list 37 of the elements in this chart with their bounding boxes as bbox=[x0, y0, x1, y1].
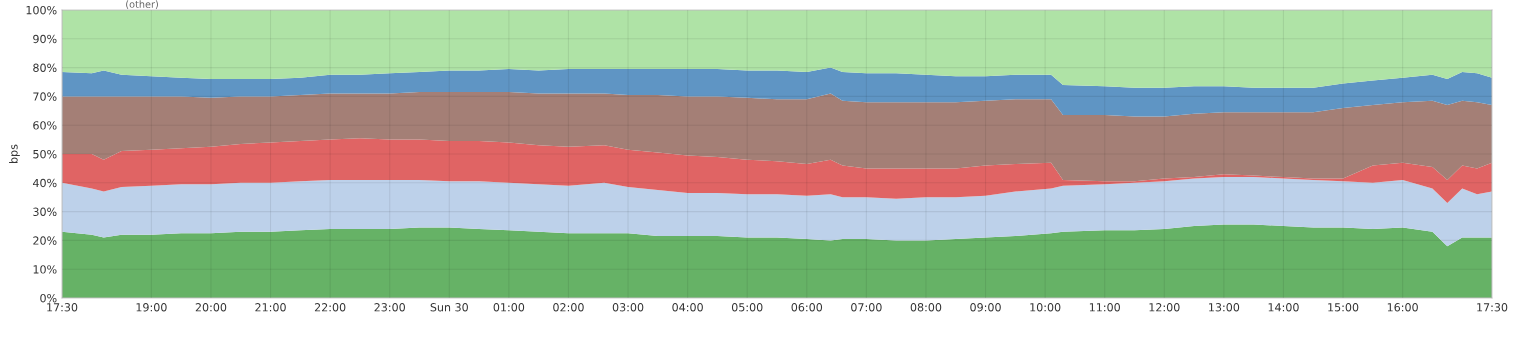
x-tick-label: 22:00 bbox=[314, 303, 346, 312]
y-tick-label: 80% bbox=[33, 63, 57, 72]
x-tick-label: 04:00 bbox=[672, 303, 703, 312]
x-tick-label: 15:00 bbox=[1328, 303, 1359, 312]
x-tick-label: 17:30 bbox=[47, 303, 78, 312]
y-tick-label: 70% bbox=[33, 92, 57, 101]
y-tick-label: 20% bbox=[33, 236, 57, 245]
text: (other) bbox=[126, 0, 158, 10]
x-tick-label: 12:00 bbox=[1149, 303, 1180, 312]
x-tick-label: 11:00 bbox=[1089, 303, 1120, 312]
x-tick-label: 03:00 bbox=[612, 303, 644, 312]
x-tick-label: 09:00 bbox=[970, 303, 1001, 312]
x-tick-label: 01:00 bbox=[493, 303, 525, 312]
y-tick-label: 30% bbox=[33, 207, 57, 216]
y-tick-label: 100% bbox=[26, 5, 57, 15]
x-tick-label: 02:00 bbox=[553, 303, 584, 312]
x-tick-label: 21:00 bbox=[255, 303, 286, 312]
y-tick-label: 90% bbox=[33, 34, 57, 44]
x-tick-label: Sun 30 bbox=[430, 303, 468, 312]
x-tick-label: 16:00 bbox=[1387, 303, 1418, 312]
y-tick-label: 0% bbox=[40, 293, 57, 303]
x-tick-label: 05:00 bbox=[731, 303, 763, 312]
x-tick-label: 14:00 bbox=[1268, 303, 1299, 312]
x-tick-label: 08:00 bbox=[910, 303, 942, 312]
x-tick-label: 07:00 bbox=[851, 303, 882, 312]
x-tick-label: 19:00 bbox=[136, 303, 167, 312]
x-tick-label: 10:00 bbox=[1030, 303, 1061, 312]
y-tick-label: 50% bbox=[33, 149, 57, 159]
y-tick-label: 60% bbox=[33, 121, 57, 130]
x-tick-label: 06:00 bbox=[791, 303, 823, 312]
x-tick-label: 20:00 bbox=[195, 303, 227, 312]
y-tick-label: 10% bbox=[33, 265, 57, 274]
x-tick-label: 17:30 bbox=[1477, 303, 1508, 312]
x-tick-label: 13:00 bbox=[1209, 303, 1240, 312]
x-tick-label: 23:00 bbox=[374, 303, 405, 312]
y-tick-label: 40% bbox=[32, 178, 57, 188]
y-axis-title: bps bbox=[9, 144, 20, 163]
